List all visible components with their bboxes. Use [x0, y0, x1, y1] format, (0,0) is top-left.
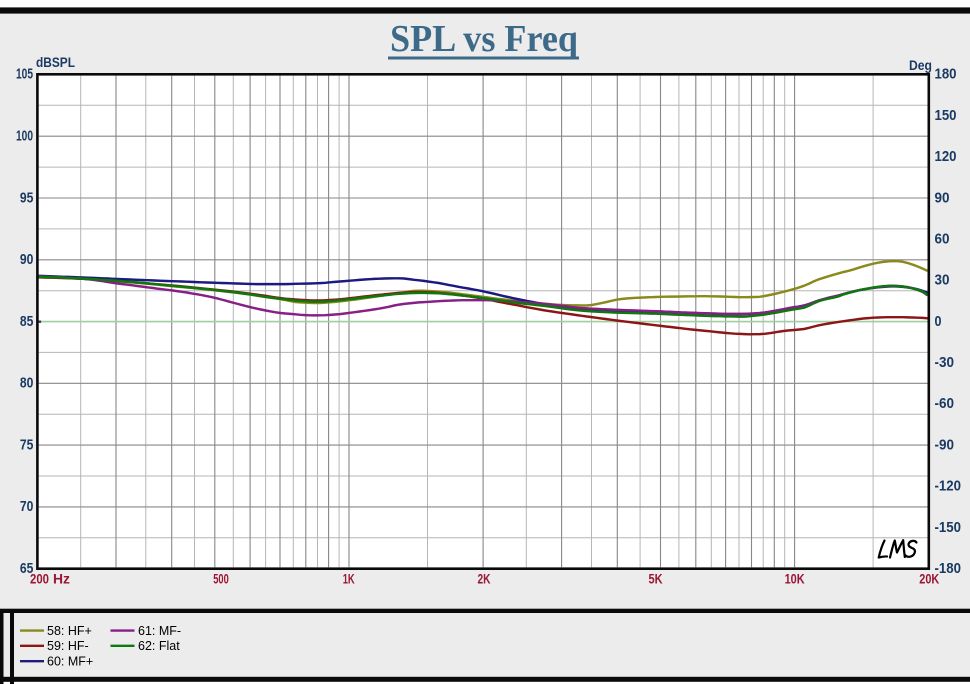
svg-text:90: 90: [20, 252, 34, 268]
svg-text:70: 70: [20, 499, 34, 515]
svg-text:80: 80: [20, 376, 34, 392]
svg-text:59: HF-: 59: HF-: [47, 639, 89, 653]
svg-text:90: 90: [935, 190, 950, 206]
svg-text:Hz: Hz: [53, 571, 70, 587]
svg-text:180: 180: [935, 67, 957, 83]
svg-text:-60: -60: [935, 396, 955, 412]
svg-text:-150: -150: [935, 520, 962, 536]
svg-text:65: 65: [20, 561, 34, 577]
svg-text:61: MF-: 61: MF-: [138, 624, 181, 638]
svg-text:5K: 5K: [649, 571, 663, 587]
svg-text:58: HF+: 58: HF+: [47, 624, 92, 638]
svg-text:500: 500: [213, 571, 229, 587]
svg-text:60: MF+: 60: MF+: [47, 654, 93, 668]
svg-text:dBSPL: dBSPL: [36, 55, 75, 70]
svg-text:30: 30: [935, 273, 950, 289]
svg-text:120: 120: [935, 149, 957, 165]
svg-text:0: 0: [935, 314, 942, 330]
svg-text:85: 85: [20, 314, 34, 330]
svg-text:-30: -30: [935, 355, 955, 371]
svg-text:95: 95: [20, 190, 34, 206]
svg-text:200: 200: [30, 571, 49, 587]
svg-text:62: Flat: 62: Flat: [138, 639, 180, 653]
svg-text:75: 75: [20, 437, 34, 453]
svg-text:2K: 2K: [478, 571, 491, 587]
svg-text:SPL vs Freq: SPL vs Freq: [390, 18, 578, 60]
svg-text:150: 150: [935, 108, 957, 124]
svg-text:1K: 1K: [343, 571, 355, 587]
svg-text:10K: 10K: [785, 571, 805, 587]
svg-text:-120: -120: [935, 479, 962, 495]
svg-text:-180: -180: [935, 561, 962, 577]
svg-text:100: 100: [16, 129, 33, 145]
svg-text:60: 60: [935, 232, 950, 248]
svg-text:20K: 20K: [919, 571, 939, 587]
svg-text:Deg: Deg: [909, 58, 932, 73]
svg-text:105: 105: [16, 67, 33, 83]
svg-text:-90: -90: [935, 437, 955, 453]
